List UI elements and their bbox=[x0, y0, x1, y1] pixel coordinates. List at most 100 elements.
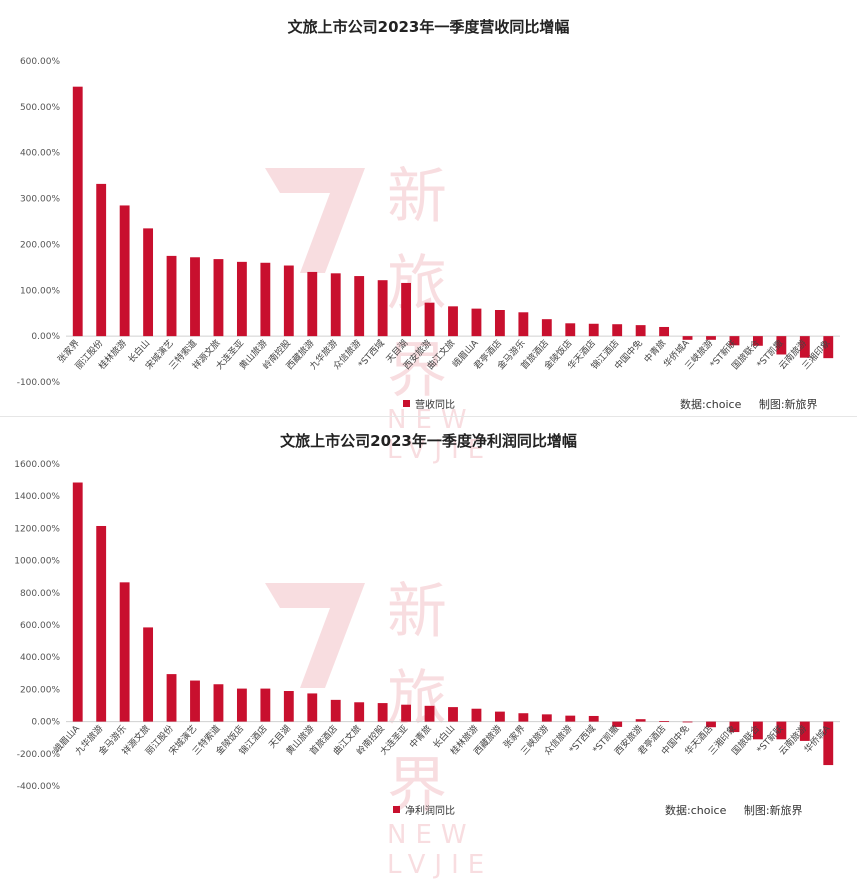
profit-bar-chart: 1600.00% 1400.00% 1200.00% 1000.00% 800.00% 6… bbox=[14, 460, 840, 792]
profit-chart-panel: 文旅上市公司2023年一季度净利润同比增幅 新旅界 NEW LVJIE 1600… bbox=[0, 418, 857, 880]
bar bbox=[424, 705, 435, 722]
bar bbox=[706, 721, 716, 728]
bar bbox=[682, 721, 693, 723]
bar bbox=[166, 255, 177, 337]
revenue-bar-chart: 600.00% 500.00% 400.00% 300.00% 200.00% 100.0… bbox=[17, 57, 840, 388]
bar bbox=[518, 713, 529, 722]
bar bbox=[401, 282, 412, 337]
bar bbox=[612, 324, 623, 337]
bar bbox=[330, 699, 341, 722]
bar bbox=[448, 306, 458, 337]
y-tick-label: 300.00% bbox=[20, 195, 60, 205]
y-tick-label: 100.00% bbox=[20, 286, 60, 296]
credit: 数据:choice 制图:新旅界 bbox=[680, 398, 818, 411]
legend-swatch bbox=[393, 806, 400, 813]
bar bbox=[96, 183, 107, 337]
y-tick-label: 200.00% bbox=[20, 685, 60, 695]
legend-swatch bbox=[403, 400, 410, 407]
bar bbox=[283, 265, 294, 337]
bar bbox=[307, 271, 318, 337]
bar bbox=[471, 308, 482, 337]
bar bbox=[213, 684, 224, 722]
bar bbox=[518, 312, 529, 337]
bar bbox=[143, 228, 154, 337]
bar bbox=[260, 262, 271, 337]
bar bbox=[565, 715, 576, 722]
bar bbox=[213, 259, 224, 337]
y-tick-label: 1400.00% bbox=[14, 492, 60, 502]
bar bbox=[752, 721, 763, 740]
bar bbox=[659, 326, 670, 337]
divider bbox=[0, 416, 857, 417]
bar bbox=[354, 702, 365, 722]
bar bbox=[706, 336, 716, 340]
bar bbox=[635, 719, 646, 722]
y-tick-label: -200.00% bbox=[17, 750, 61, 760]
bar bbox=[541, 714, 552, 722]
bar bbox=[823, 336, 834, 359]
bar bbox=[377, 703, 388, 722]
revenue-chart-panel: 文旅上市公司2023年一季度营收同比增幅 新旅界 NEW LVJIE 600.0… bbox=[0, 0, 857, 465]
y-tick-label: 1200.00% bbox=[14, 524, 60, 534]
legend: 营收同比 bbox=[403, 396, 455, 411]
bar bbox=[330, 273, 341, 337]
bar bbox=[494, 310, 505, 337]
bar bbox=[119, 205, 130, 337]
y-tick-label: 0.00% bbox=[31, 332, 60, 342]
bar bbox=[72, 86, 83, 337]
bar bbox=[471, 708, 482, 722]
y-tick-label: 400.00% bbox=[20, 149, 60, 159]
y-tick-label: 800.00% bbox=[20, 589, 60, 599]
y-tick-label: 600.00% bbox=[20, 57, 60, 67]
y-tick-label: 600.00% bbox=[20, 621, 60, 631]
bar bbox=[283, 691, 294, 722]
y-tick-label: 1600.00% bbox=[14, 460, 60, 470]
legend-label: 净利润同比 bbox=[405, 806, 455, 817]
y-tick-label: -400.00% bbox=[17, 782, 61, 792]
bar bbox=[588, 323, 599, 337]
bar bbox=[236, 688, 247, 722]
y-tick-label: 200.00% bbox=[20, 240, 60, 250]
legend: 净利润同比 bbox=[393, 802, 455, 817]
bar bbox=[166, 674, 177, 722]
bar bbox=[72, 482, 83, 722]
bar bbox=[494, 711, 505, 722]
bar bbox=[565, 323, 576, 337]
bar bbox=[612, 721, 623, 727]
legend-label: 营收同比 bbox=[415, 400, 455, 411]
bar bbox=[401, 704, 412, 722]
bar bbox=[776, 721, 787, 740]
bar bbox=[119, 582, 130, 722]
bar bbox=[659, 721, 670, 722]
y-tick-label: 500.00% bbox=[20, 103, 60, 113]
bar bbox=[96, 525, 107, 722]
bar bbox=[236, 261, 247, 337]
chart-title: 文旅上市公司2023年一季度净利润同比增幅 bbox=[280, 432, 577, 450]
y-tick-label: -100.00% bbox=[17, 378, 61, 388]
bar bbox=[143, 627, 154, 722]
bar bbox=[682, 336, 693, 340]
category-label: 中青旅 bbox=[407, 723, 434, 751]
bar bbox=[752, 336, 763, 346]
category-label: *ST西域 bbox=[355, 337, 386, 370]
bar bbox=[588, 715, 599, 722]
bar bbox=[541, 319, 552, 337]
bar bbox=[799, 336, 810, 358]
bar bbox=[635, 325, 646, 337]
y-tick-label: 1000.00% bbox=[14, 557, 60, 567]
bar bbox=[260, 688, 271, 722]
bar bbox=[823, 721, 834, 766]
bar bbox=[307, 693, 318, 722]
y-tick-label: 400.00% bbox=[20, 653, 60, 663]
bar bbox=[354, 276, 365, 337]
bar bbox=[424, 302, 435, 337]
bar bbox=[776, 336, 787, 355]
bar bbox=[190, 680, 200, 722]
chart-title: 文旅上市公司2023年一季度营收同比增幅 bbox=[287, 18, 570, 36]
bar bbox=[448, 707, 458, 722]
credit: 数据:choice 制图:新旅界 bbox=[665, 804, 803, 817]
y-tick-label: 0.00% bbox=[31, 718, 60, 728]
bar bbox=[729, 336, 740, 346]
bar bbox=[377, 280, 388, 337]
bar bbox=[190, 257, 200, 337]
